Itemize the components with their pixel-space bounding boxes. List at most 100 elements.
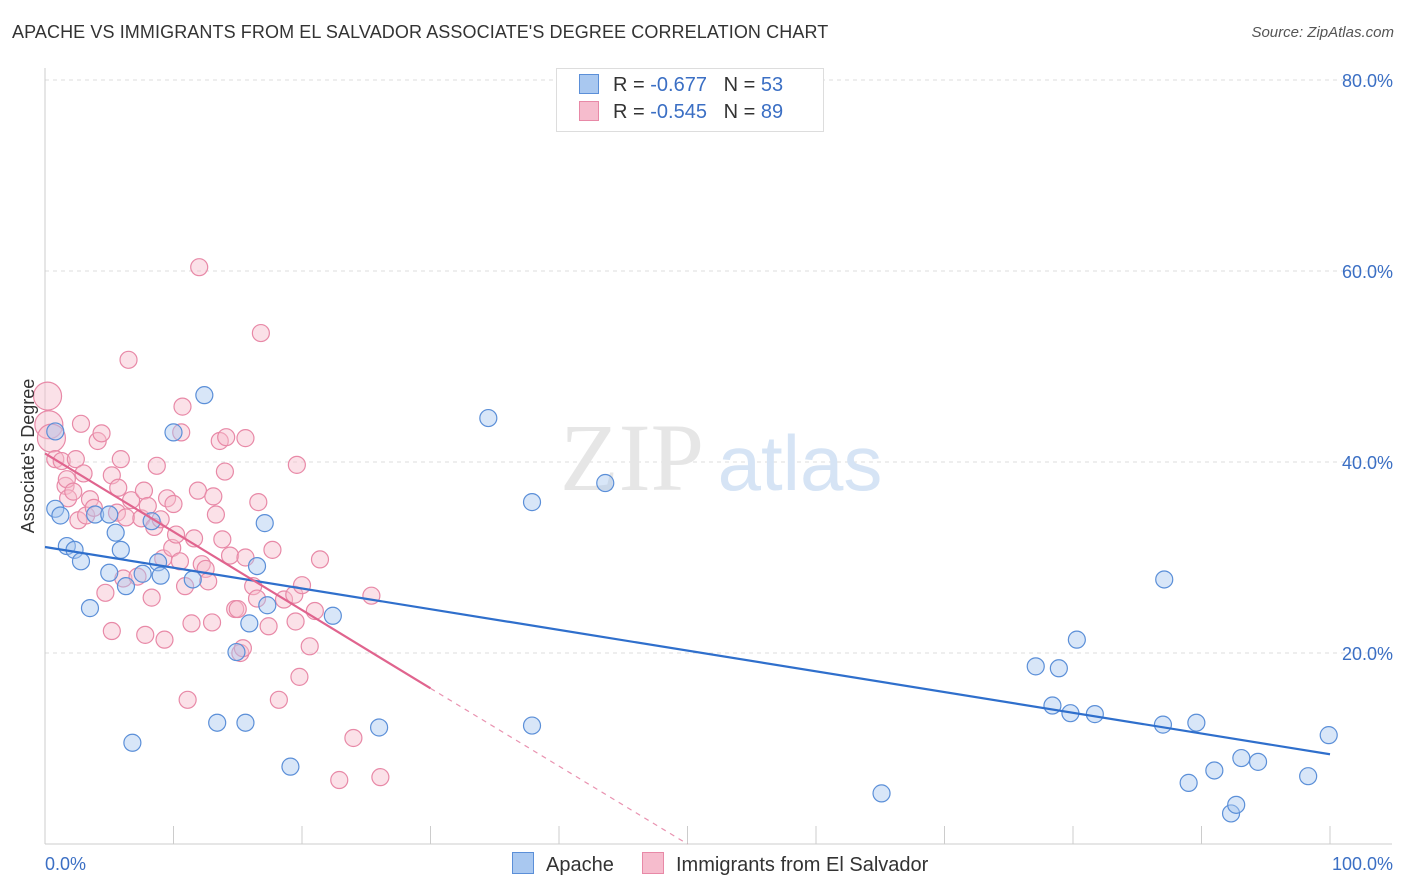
apache-point-6 — [80, 599, 100, 618]
y-tick-label-2: 60.0% — [1342, 262, 1393, 282]
salvador-point-38 — [155, 630, 174, 649]
apache-point-51 — [1299, 767, 1318, 786]
apache-point-19 — [183, 570, 202, 589]
legend-r-value-apache: -0.677 — [650, 74, 707, 96]
salvador-point-70 — [247, 589, 267, 608]
salvador-point-61 — [217, 428, 236, 447]
bottom-legend-label-salvador: Immigrants from El Salvador — [676, 854, 929, 876]
salvador-point-84 — [310, 550, 330, 569]
salvador-point-47 — [178, 690, 197, 709]
apache-point-42 — [1155, 570, 1174, 589]
source-label: Source: ZipAtlas.com — [1251, 24, 1394, 41]
salvador-point-55 — [202, 613, 222, 632]
salvador-point-85 — [330, 770, 349, 790]
salvador-point-32 — [138, 496, 157, 516]
apache-point-40 — [1067, 630, 1086, 649]
apache-point-46 — [1205, 761, 1224, 780]
watermark: ZIP atlas — [560, 404, 882, 511]
axes — [44, 68, 1392, 845]
legend-n-label: N = — [723, 74, 756, 96]
trendline-salvador — [44, 452, 432, 690]
apache-point-48 — [1227, 795, 1246, 814]
apache-point-21 — [208, 713, 227, 732]
apache-point-28 — [281, 757, 300, 776]
salvador-point-74 — [263, 540, 282, 559]
salvador-point-25 — [116, 508, 136, 527]
apache-point-50 — [1248, 752, 1268, 771]
salvador-point-0 — [32, 381, 63, 411]
grid-lines — [45, 79, 1392, 654]
salvador-point-79 — [287, 455, 306, 474]
legend-row-salvador: R = -0.545 N = 89 — [579, 101, 783, 127]
salvador-point-51 — [190, 258, 209, 277]
chart-title: APACHE VS IMMIGRANTS FROM EL SALVADOR AS… — [12, 22, 829, 42]
apache-point-20 — [195, 386, 214, 405]
salvador-point-68 — [236, 429, 255, 448]
legend-swatch-salvador — [579, 101, 599, 121]
apache-point-36 — [1026, 657, 1045, 676]
apache-point-0 — [46, 422, 65, 441]
salvador-point-81 — [292, 576, 312, 595]
apache-point-25 — [247, 556, 267, 576]
apache-point-10 — [106, 523, 125, 542]
apache-point-26 — [255, 514, 274, 533]
salvador-point-12 — [74, 464, 93, 483]
legend-n-label: N = — [723, 101, 756, 123]
salvador-point-87 — [371, 768, 390, 787]
apache-point-24 — [240, 614, 259, 633]
salvador-point-18 — [96, 583, 115, 602]
salvador-point-56 — [204, 487, 223, 506]
bottom-legend-swatch-salvador — [642, 852, 664, 874]
legend-row-apache: R = -0.677 N = 53 — [579, 74, 783, 100]
x-tick-label-1: 100.0% — [1332, 854, 1393, 874]
salvador-point-26 — [119, 350, 138, 369]
apache-point-11 — [111, 540, 130, 559]
salvador-point-62 — [220, 546, 240, 565]
salvador-point-54 — [199, 572, 218, 591]
salvador-point-73 — [259, 617, 278, 636]
salvador-point-57 — [206, 505, 226, 524]
legend-n-value-salvador: 89 — [760, 101, 784, 123]
legend-r-label: R = — [613, 101, 645, 123]
bottom-legend-label-apache: Apache — [546, 854, 614, 876]
apache-point-22 — [227, 642, 246, 662]
salvador-point-44 — [172, 423, 191, 442]
legend-r-label: R = — [613, 74, 645, 96]
apache-point-17 — [151, 566, 170, 585]
bottom-legend-swatch-apache — [512, 852, 534, 874]
salvador-point-8 — [64, 482, 83, 501]
salvador-point-78 — [286, 612, 305, 631]
apache-point-9 — [100, 563, 119, 582]
apache-point-8 — [100, 505, 119, 524]
trendline-salvador-extension — [430, 687, 688, 845]
apache-point-5 — [71, 552, 91, 571]
salvador-point-30 — [134, 481, 154, 500]
apache-point-23 — [236, 713, 255, 732]
salvador-point-9 — [66, 450, 85, 469]
legend-r-value-salvador: -0.545 — [650, 101, 707, 123]
salvador-point-22 — [109, 478, 128, 497]
salvador-point-20 — [102, 621, 121, 641]
apache-point-31 — [479, 408, 498, 428]
y-tick-label-1: 40.0% — [1342, 453, 1393, 473]
series-apache — [46, 386, 1338, 823]
salvador-point-35 — [147, 456, 166, 475]
legend-n-value-apache: 53 — [760, 74, 784, 96]
apache-point-43 — [1153, 715, 1173, 734]
y-tick-label-0: 20.0% — [1342, 644, 1393, 664]
salvador-point-75 — [269, 690, 288, 709]
apache-point-7 — [86, 505, 105, 524]
salvador-point-80 — [290, 667, 309, 686]
bottom-legend-salvador: Immigrants from El Salvador — [642, 852, 928, 877]
y-axis-label: Associate's Degree — [18, 379, 38, 534]
apache-point-13 — [123, 733, 142, 752]
apache-point-33 — [522, 716, 542, 735]
salvador-point-15 — [84, 498, 103, 517]
salvador-point-11 — [71, 414, 91, 433]
apache-point-14 — [133, 564, 152, 583]
bottom-legend-apache: Apache — [512, 852, 614, 877]
trendline-apache — [44, 545, 1331, 756]
apache-point-49 — [1232, 748, 1251, 768]
apache-point-44 — [1179, 773, 1198, 792]
